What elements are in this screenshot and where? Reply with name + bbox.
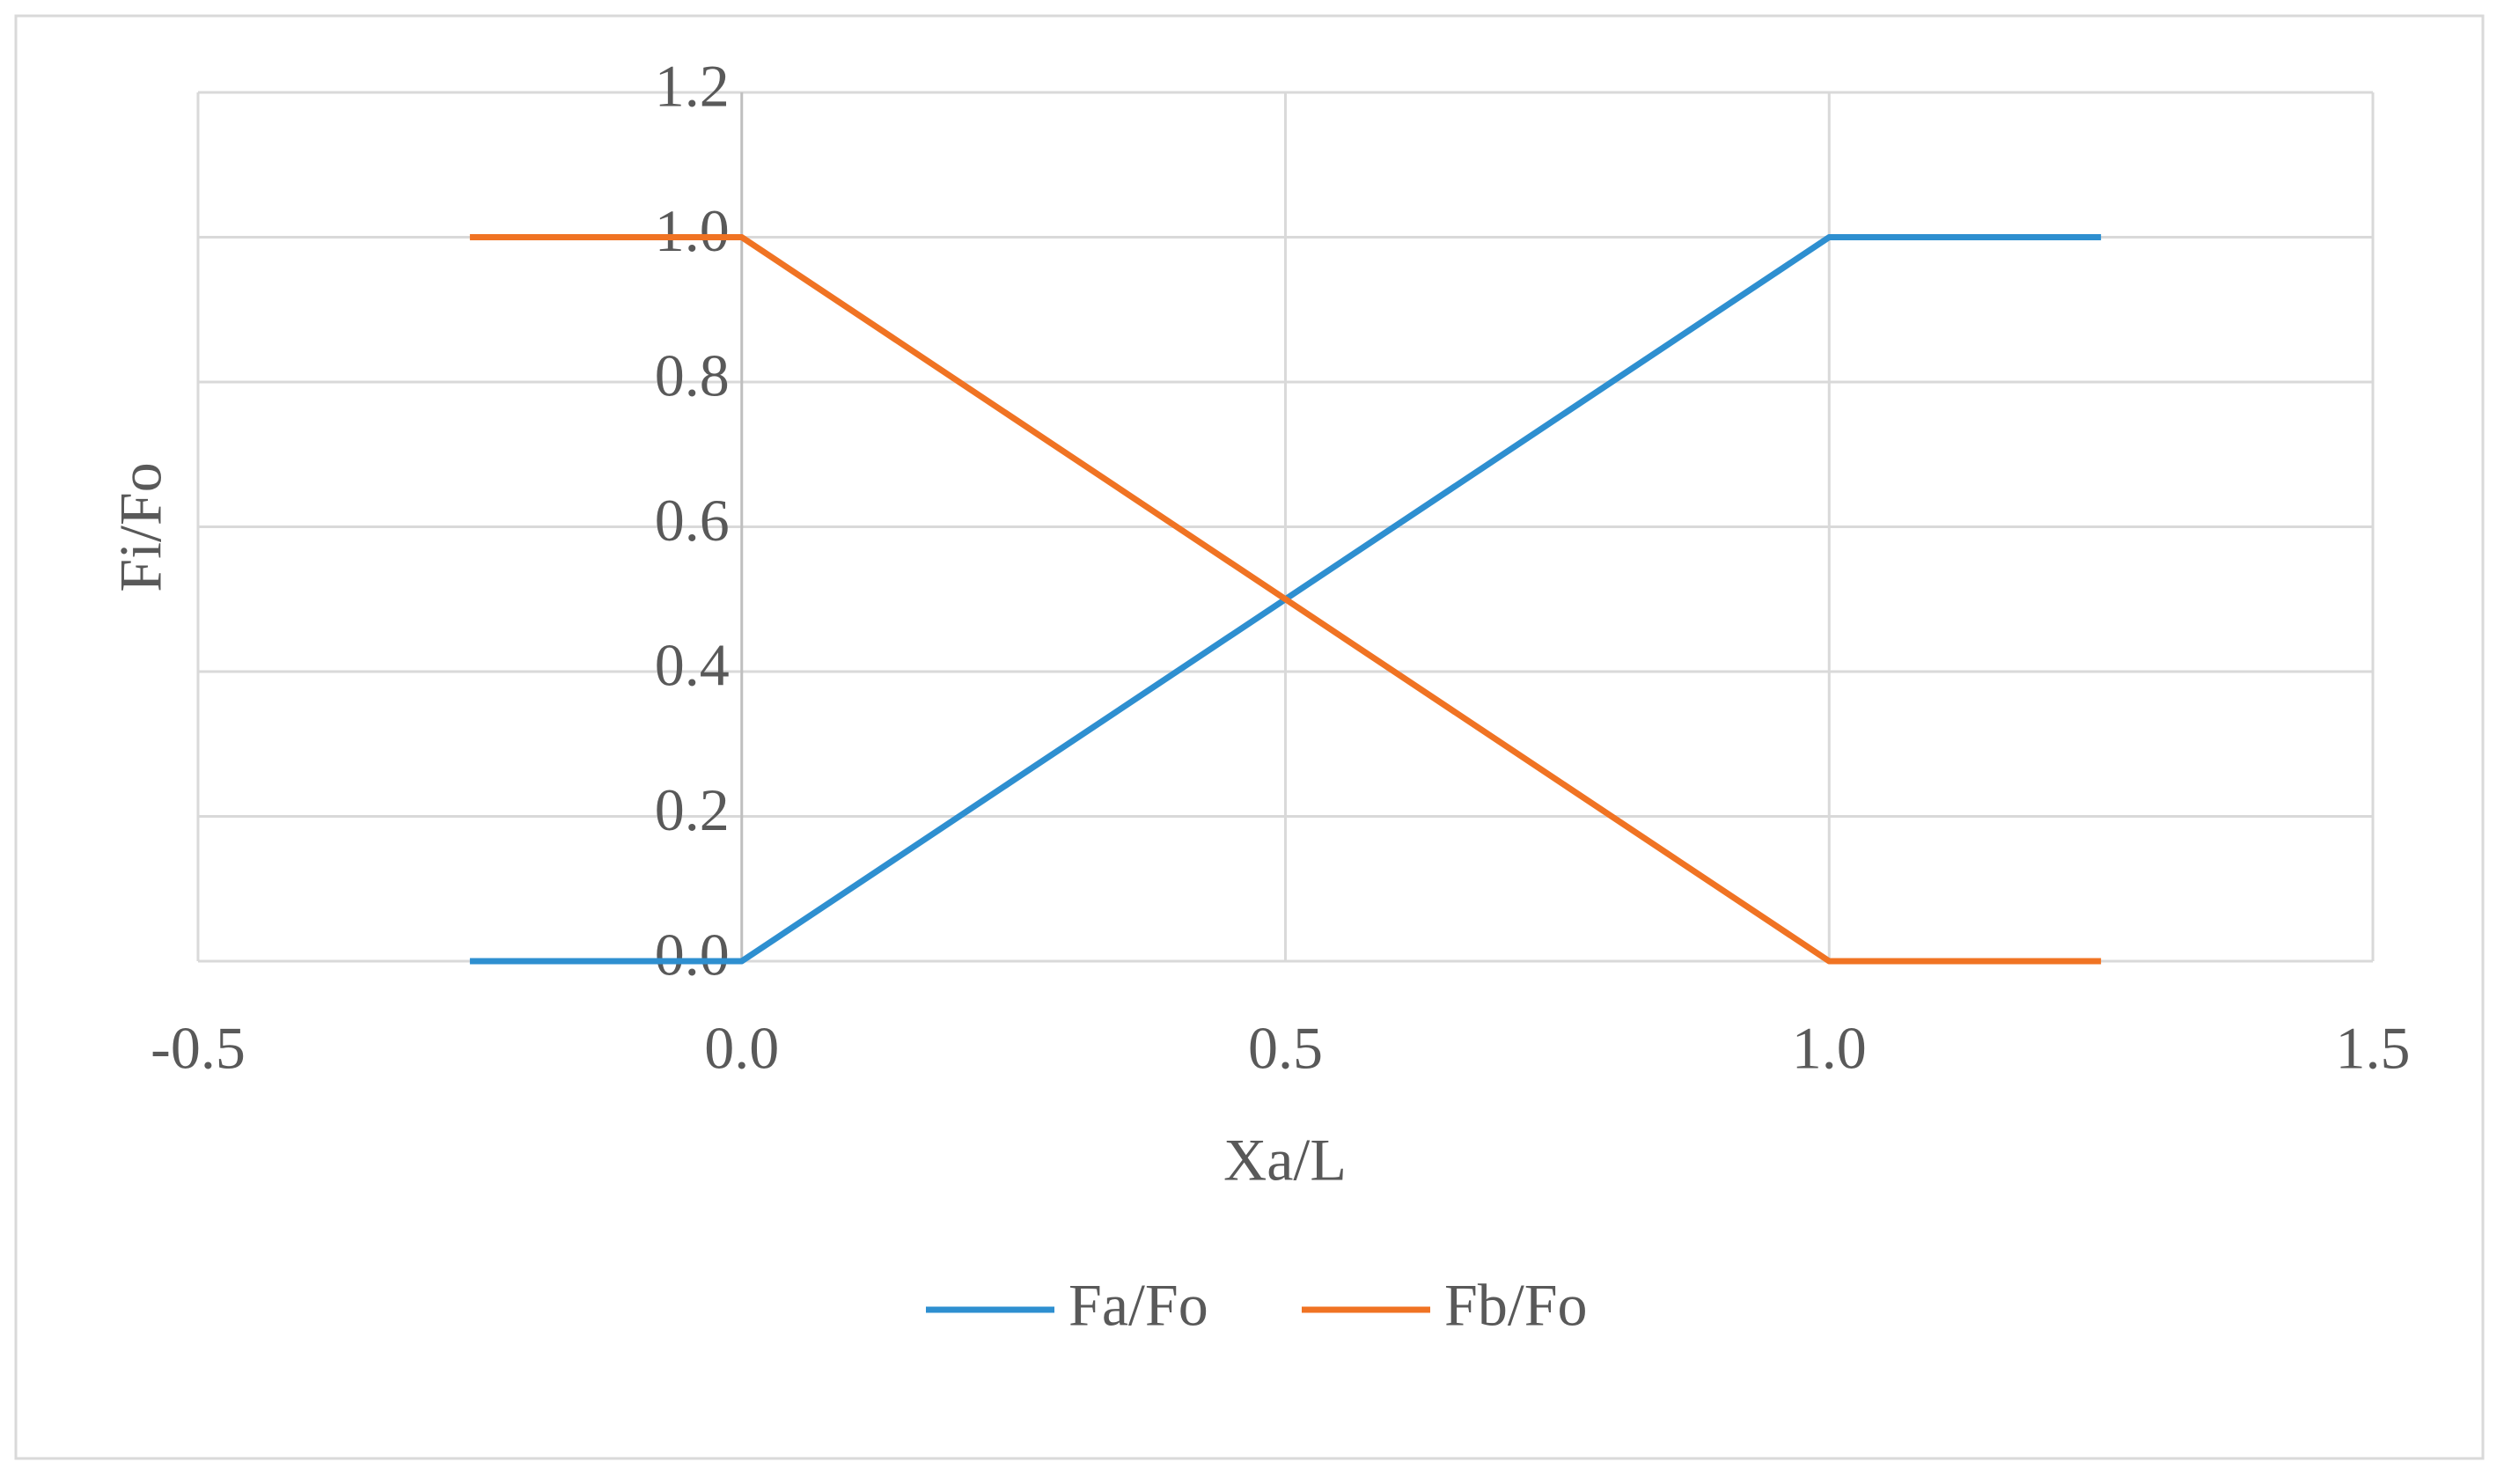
x-tick-label: 0.0 (704, 1015, 779, 1082)
legend-label: Fa/Fo (1068, 1272, 1208, 1339)
x-tick-label: 1.0 (1792, 1015, 1867, 1082)
x-axis-title: Xa/L (1223, 1127, 1347, 1194)
y-tick-label: 0.4 (655, 632, 730, 699)
x-tick-label: 1.5 (2336, 1015, 2411, 1082)
y-tick-label: 0.2 (655, 776, 730, 843)
y-tick-label: 0.0 (655, 922, 730, 988)
y-tick-label: 1.2 (655, 53, 730, 120)
x-tick-label: 0.5 (1248, 1015, 1323, 1082)
chart-border (14, 14, 2485, 1460)
y-tick-label: 0.6 (655, 487, 730, 554)
x-tick-label: -0.5 (151, 1015, 246, 1082)
y-tick-label: 0.8 (655, 342, 730, 409)
y-axis-title: Fi/Fo (107, 462, 174, 591)
legend-label: Fb/Fo (1444, 1272, 1588, 1339)
y-tick-label: 1.0 (655, 197, 730, 264)
series-line (469, 234, 2102, 965)
